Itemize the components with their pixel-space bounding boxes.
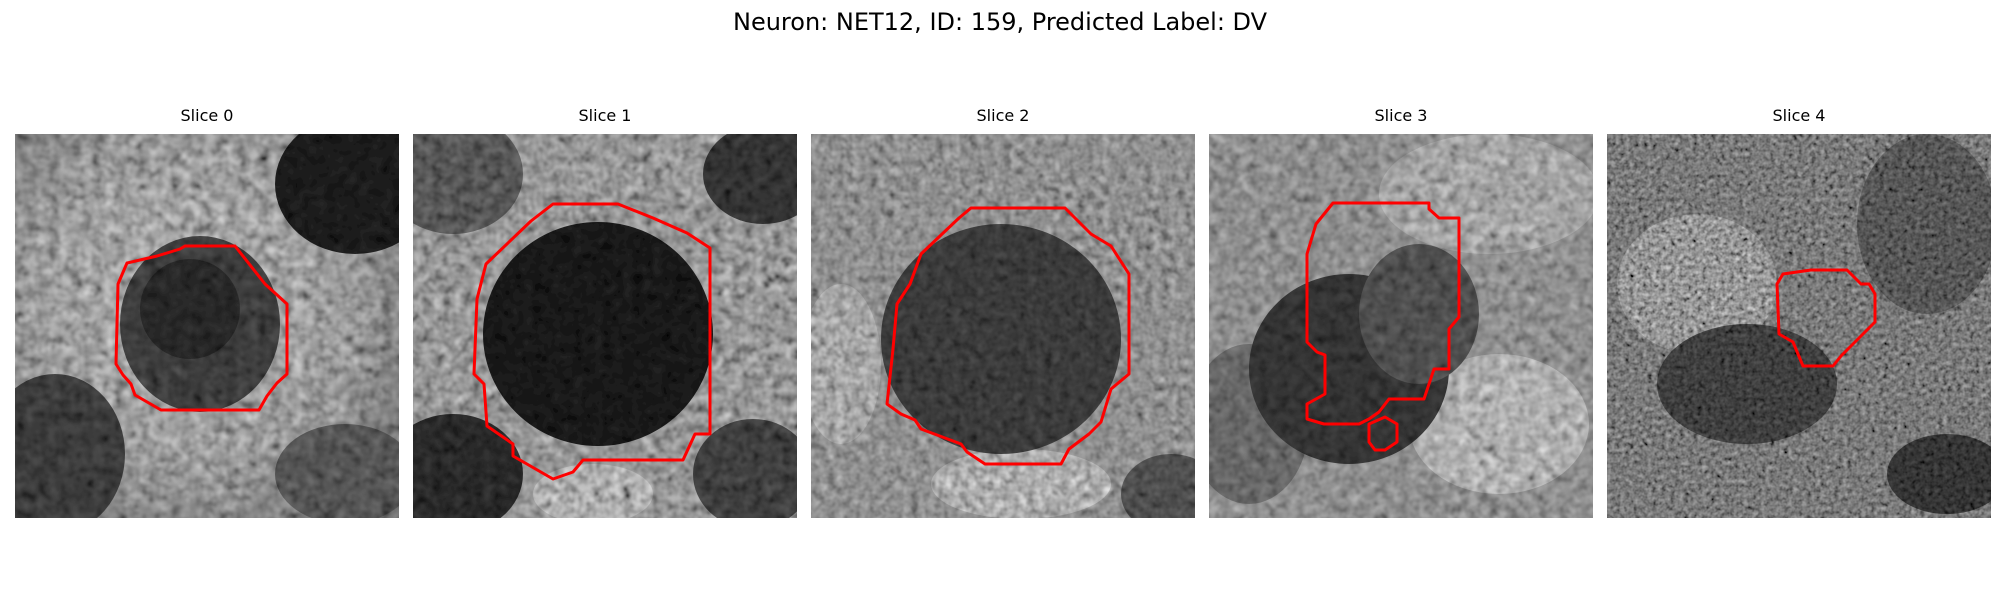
slice-image (413, 134, 797, 518)
slice-title: Slice 1 (578, 106, 632, 125)
slice-image (1607, 134, 1991, 518)
roi-contour (1775, 268, 1877, 368)
slice-title: Slice 3 (1374, 106, 1428, 125)
roi-contour (885, 206, 1131, 466)
slice-title: Slice 2 (976, 106, 1030, 125)
slice-image (15, 134, 399, 518)
slice-title: Slice 4 (1772, 106, 1826, 125)
slice-image (811, 134, 1195, 518)
slice-image (1209, 134, 1593, 518)
roi-contour-small (1367, 415, 1399, 452)
figure-title: Neuron: NET12, ID: 159, Predicted Label:… (732, 8, 1268, 36)
roi-contour (1305, 201, 1461, 426)
roi-contour (114, 244, 289, 412)
roi-contour (472, 202, 712, 481)
slice-title: Slice 0 (180, 106, 234, 125)
